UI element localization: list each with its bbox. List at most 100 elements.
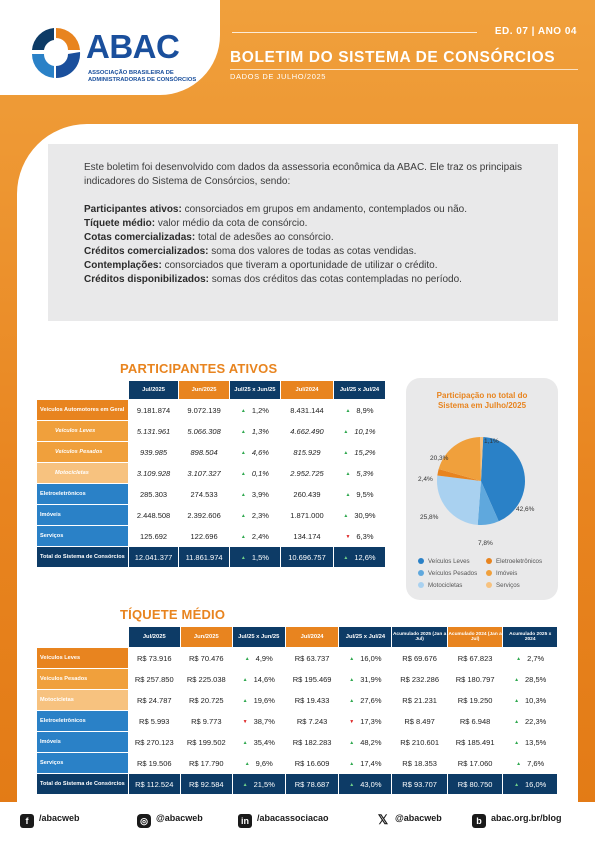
cell: R$ 199.502: [180, 732, 232, 752]
table-row: Veículos Leves 5.131.961 5.066.308 1,3% …: [37, 421, 385, 441]
participantes-title: PARTICIPANTES ATIVOS: [120, 361, 278, 376]
col-jul2025: Jul/2025: [128, 627, 180, 647]
pie-chart: [437, 437, 525, 525]
row-label: Serviços: [37, 526, 128, 546]
cell: 17,4%: [339, 753, 392, 773]
cell: 14,6%: [232, 669, 285, 689]
cell: R$ 93.707: [392, 774, 447, 794]
row-label: Veículos Pesados: [37, 669, 128, 689]
instagram-link[interactable]: ◎ @abacweb: [137, 813, 203, 828]
pie-label-motocicletas: 25,8%: [420, 514, 439, 521]
cell: R$ 63.737: [285, 648, 339, 668]
cell: 122.696: [179, 526, 229, 546]
cell: 2,7%: [503, 648, 557, 668]
cell: R$ 69.676: [392, 648, 447, 668]
bulletin-title: BOLETIM DO SISTEMA DE CONSÓRCIOS: [230, 49, 556, 66]
table-row: Eletroeletrônicos 285.303 274.533 3,9% 2…: [37, 484, 385, 504]
row-label: Veículos Automotores em Geral: [37, 400, 128, 420]
blog-link[interactable]: b abac.org.br/blog: [472, 813, 562, 828]
legend-item: Serviços: [486, 582, 520, 589]
cell: R$ 270.123: [128, 732, 180, 752]
pie-label-servicos: 1,1%: [484, 438, 499, 445]
col-var-jun: Jul/25 x Jun/25: [229, 381, 280, 399]
linkedin-icon: in: [238, 814, 252, 828]
cell: R$ 16.609: [285, 753, 339, 773]
row-label: Eletroeletrônicos: [37, 711, 128, 731]
table-row-total: Total do Sistema de Consórcios 12.041.37…: [37, 547, 385, 567]
col-acum-var: Acumulado 2025 x 2024: [503, 627, 557, 647]
cell: 1,3%: [229, 421, 280, 441]
cell: R$ 257.850: [128, 669, 180, 689]
table-row: Veículos Pesados R$ 257.850 R$ 225.038 1…: [37, 669, 557, 689]
def-creditos-comercializados: Créditos comercializados: soma dos valor…: [84, 246, 417, 257]
pie-slice-pesados: [477, 481, 499, 525]
cell: 9,6%: [232, 753, 285, 773]
row-label: Serviços: [37, 753, 128, 773]
cell: 5,3%: [333, 463, 385, 483]
cell: 1,2%: [229, 400, 280, 420]
title-rule: [230, 69, 578, 70]
cell: 898.504: [179, 442, 229, 462]
bulletin-subtitle: DADOS DE JULHO/2025: [230, 72, 327, 81]
cell: 16,0%: [503, 774, 557, 794]
cell: 48,2%: [339, 732, 392, 752]
table-row: Motocicletas R$ 24.787 R$ 20.725 19,6% R…: [37, 690, 557, 710]
table-row: Veículos Pesados 939.985 898.504 4,6% 81…: [37, 442, 385, 462]
row-label: Total do Sistema de Consórcios: [37, 774, 128, 794]
cell: R$ 180.797: [447, 669, 503, 689]
row-label: Imóveis: [37, 505, 128, 525]
cell: 1.871.000: [280, 505, 333, 525]
cell: 10,3%: [503, 690, 557, 710]
cell: R$ 19.433: [285, 690, 339, 710]
cell: R$ 182.283: [285, 732, 339, 752]
cell: 285.303: [128, 484, 179, 504]
abac-logo-mark-icon: [31, 27, 81, 79]
cell: R$ 5.993: [128, 711, 180, 731]
table-row: Imóveis R$ 270.123 R$ 199.502 35,4% R$ 1…: [37, 732, 557, 752]
facebook-link[interactable]: f/abacweb: [20, 813, 80, 828]
cell: 11.861.974: [179, 547, 229, 567]
row-label: Motocicletas: [37, 463, 128, 483]
pie-label-eletro: 2,4%: [418, 476, 433, 483]
cell: R$ 20.725: [180, 690, 232, 710]
row-label: Veículos Pesados: [37, 442, 128, 462]
cell: 134.174: [280, 526, 333, 546]
table-row: Motocicletas 3.109.928 3.107.327 0,1% 2.…: [37, 463, 385, 483]
def-tiquete: Tíquete médio: valor médio da cota de co…: [84, 218, 308, 229]
cell: R$ 232.286: [392, 669, 447, 689]
logo-subtitle-line-2: ADMINISTRADORAS DE CONSÓRCIOS: [88, 76, 197, 83]
legend-item: Motocicletas: [418, 582, 462, 589]
table-row: Veículos Automotores em Geral 9.181.874 …: [37, 400, 385, 420]
cell: 815.929: [280, 442, 333, 462]
legend-item: Eletroeletrônicos: [486, 558, 542, 565]
cell: 2,4%: [229, 526, 280, 546]
cell: R$ 6.948: [447, 711, 503, 731]
instagram-icon: ◎: [137, 814, 151, 828]
def-creditos-disponibilizados: Créditos disponibilizados: somas dos cré…: [84, 274, 462, 285]
cell: R$ 19.250: [447, 690, 503, 710]
pie-label-leves: 42,6%: [516, 506, 535, 513]
x-link[interactable]: 𝕏 @abacweb: [377, 812, 442, 827]
legend-item: Imóveis: [486, 570, 517, 577]
cell: 12,6%: [333, 547, 385, 567]
table-row-total: Total do Sistema de Consórcios R$ 112.52…: [37, 774, 557, 794]
cell: R$ 78.687: [285, 774, 339, 794]
row-label: Veículos Leves: [37, 421, 128, 441]
col-var-jul24: Jul/25 x Jul/24: [339, 627, 392, 647]
cell: 27,6%: [339, 690, 392, 710]
row-label: Eletroeletrônicos: [37, 484, 128, 504]
def-participantes: Participantes ativos: consorciados em gr…: [84, 204, 467, 215]
cell: 9.072.139: [179, 400, 229, 420]
cell: R$ 80.750: [447, 774, 503, 794]
participation-pie-panel: Participação no total do Sistema em Julh…: [406, 378, 558, 600]
cell: R$ 70.476: [180, 648, 232, 668]
cell: 5.131.961: [128, 421, 179, 441]
row-label: Imóveis: [37, 732, 128, 752]
cell: R$ 92.584: [180, 774, 232, 794]
edition-rule: [232, 32, 477, 33]
pie-slice-motocicletas: [437, 475, 481, 525]
cell: R$ 19.506: [128, 753, 180, 773]
cell: 2.952.725: [280, 463, 333, 483]
linkedin-link[interactable]: in/abacassociacao: [238, 813, 329, 828]
cell: R$ 67.823: [447, 648, 503, 668]
